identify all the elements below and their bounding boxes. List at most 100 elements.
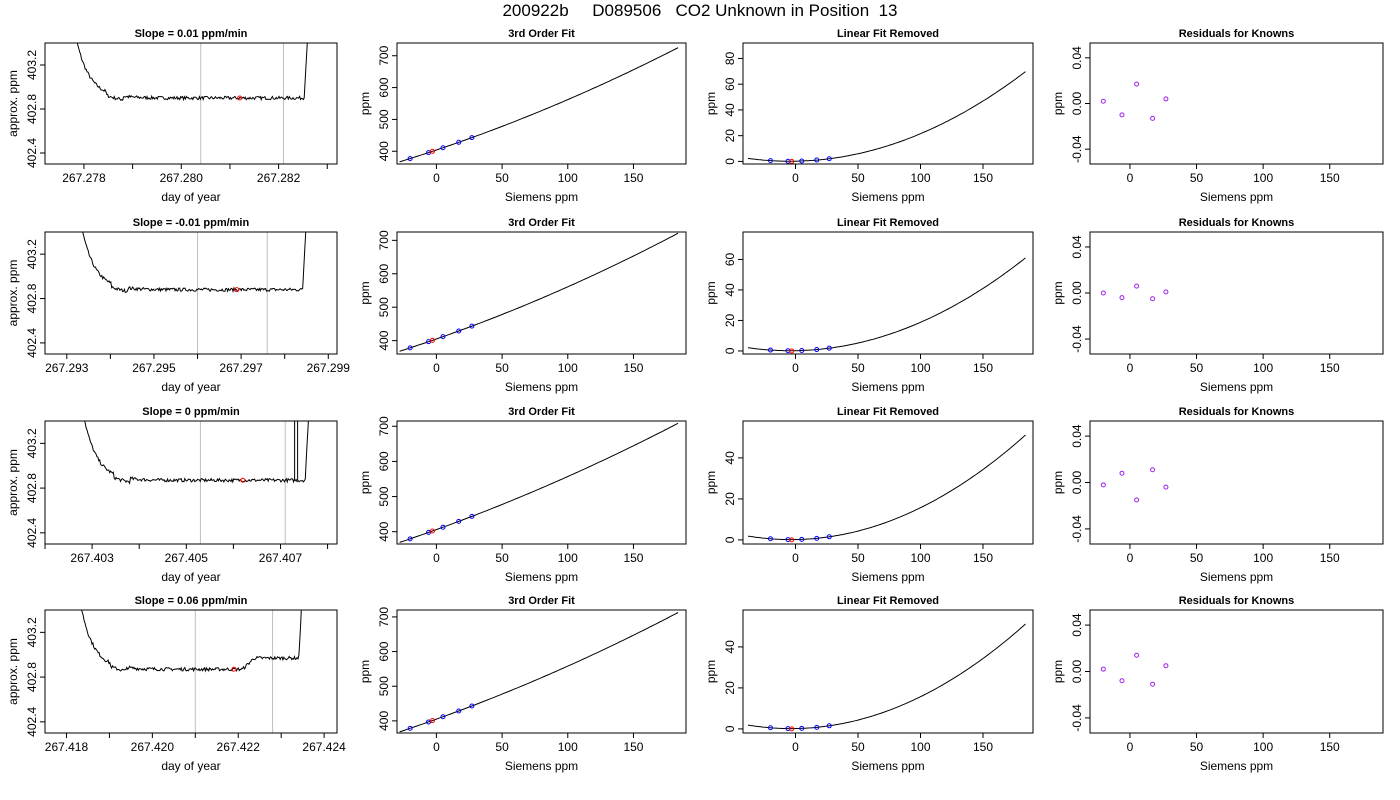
- known-point: [768, 536, 773, 542]
- known-point: [768, 725, 773, 731]
- y-axis-label: approx. ppm: [6, 638, 20, 705]
- y-tick-label: 0.00: [1070, 281, 1084, 305]
- y-tick-label: 0.04: [1070, 235, 1084, 259]
- x-tick-label: 267.280: [160, 171, 204, 185]
- y-tick-label: 0: [723, 725, 737, 732]
- y-tick-label: 500: [377, 676, 391, 696]
- y-axis-label: approx. ppm: [6, 449, 20, 516]
- y-tick-label: 40: [723, 103, 737, 117]
- residual-point: [1100, 98, 1106, 104]
- known-point: [799, 347, 805, 353]
- x-tick-label: 100: [910, 171, 930, 185]
- y-tick-label: 40: [723, 451, 737, 465]
- residual-point: [1134, 283, 1140, 289]
- known-point: [407, 725, 413, 731]
- x-tick-label: 50: [851, 171, 865, 185]
- y-tick-label: 20: [723, 681, 737, 695]
- panel-residuals-row3: Residuals for Knowns 0 50 100 150 -0.04 0.00 0.…: [1051, 406, 1384, 584]
- y-tick-label: 403.2: [25, 617, 39, 647]
- panel-title: Slope = 0 ppm/min: [142, 406, 240, 418]
- y-tick-label: 700: [377, 416, 391, 436]
- y-tick-label: 500: [377, 297, 391, 317]
- residual-point: [1163, 663, 1169, 669]
- known-point: [456, 139, 462, 145]
- y-tick-label: 500: [377, 486, 391, 506]
- y-axis-label: ppm: [1051, 471, 1065, 494]
- panel-title: Residuals for Knowns: [1179, 28, 1295, 40]
- y-tick-label: 700: [377, 230, 391, 250]
- residual-point: [1134, 497, 1140, 503]
- panel-linear_removed-row2: Linear Fit Removed 0 50 100 150 0 20 40 60 Siemen…: [704, 217, 1034, 394]
- panel-title: 3rd Order Fit: [508, 217, 575, 229]
- y-tick-label: 600: [377, 451, 391, 471]
- residual-point: [1119, 295, 1125, 301]
- x-tick-label: 267.422: [217, 740, 261, 754]
- x-axis-label: Siemens ppm: [851, 190, 924, 204]
- x-tick-label: 150: [1320, 740, 1340, 754]
- y-tick-label: 700: [377, 45, 391, 65]
- known-point: [469, 323, 475, 329]
- residual-point: [1119, 112, 1125, 118]
- known-point: [768, 158, 773, 164]
- y-tick-label: 402.4: [25, 706, 39, 736]
- plot-frame: [396, 420, 687, 545]
- x-tick-label: 150: [973, 551, 993, 565]
- panel-trace-row4: Slope = 0.06 ppm/min 267.418 267.420 267.42…: [6, 595, 346, 773]
- x-tick-label: 50: [1190, 361, 1204, 375]
- known-point: [826, 345, 832, 351]
- known-point: [469, 135, 475, 141]
- plot-area: [82, 232, 307, 354]
- plot-area: [399, 422, 679, 543]
- x-tick-label: 267.299: [307, 361, 351, 375]
- y-tick-label: 0: [723, 536, 737, 543]
- x-tick-label: 0: [433, 740, 440, 754]
- x-tick-label: 150: [1320, 551, 1340, 565]
- x-axis-label: Siemens ppm: [505, 759, 578, 773]
- x-tick-label: 50: [495, 171, 509, 185]
- x-axis-label: Siemens ppm: [505, 380, 578, 394]
- x-axis-label: Siemens ppm: [1200, 380, 1273, 394]
- y-tick-label: 402.8: [25, 473, 39, 503]
- known-point: [826, 723, 832, 729]
- known-point: [826, 534, 832, 540]
- known-point: [768, 347, 773, 353]
- x-tick-label: 267.407: [259, 551, 303, 565]
- unknown-point: [789, 348, 795, 354]
- known-point: [456, 708, 462, 714]
- residual-point: [1163, 484, 1169, 490]
- x-tick-label: 267.282: [257, 171, 301, 185]
- y-axis-label: ppm: [358, 660, 372, 683]
- x-tick-label: 267.405: [165, 551, 209, 565]
- plot-frame: [44, 420, 338, 545]
- plot-frame: [742, 609, 1034, 734]
- residual-point: [1119, 678, 1125, 684]
- plot-area: [1100, 81, 1169, 121]
- x-tick-label: 50: [495, 551, 509, 565]
- y-tick-label: 400: [377, 711, 391, 731]
- y-tick-label: -0.04: [1070, 325, 1084, 353]
- trace-line: [84, 421, 309, 485]
- unknown-point: [789, 537, 795, 543]
- panel-trace-row2: Slope = -0.01 ppm/min 267.293 267.295 267.2…: [6, 217, 351, 394]
- x-tick-label: 150: [623, 551, 643, 565]
- x-tick-label: 100: [910, 361, 930, 375]
- x-tick-label: 0: [1127, 171, 1134, 185]
- known-point: [407, 156, 413, 162]
- y-axis-label: ppm: [358, 92, 372, 115]
- y-tick-label: 20: [723, 129, 737, 143]
- x-tick-label: 50: [495, 740, 509, 754]
- plot-frame: [396, 42, 687, 165]
- plot-frame: [742, 42, 1034, 165]
- x-tick-label: 0: [433, 551, 440, 565]
- residual-point: [1150, 681, 1156, 687]
- panel-title: Linear Fit Removed: [837, 28, 939, 40]
- unknown-point: [789, 158, 795, 164]
- y-tick-label: 600: [377, 263, 391, 283]
- panel-fit-row4: 3rd Order Fit 0 50 100 150 400 500 600 700 Siemen…: [358, 595, 687, 773]
- x-axis-label: Siemens ppm: [1200, 190, 1273, 204]
- x-tick-label: 267.293: [45, 361, 89, 375]
- x-tick-label: 50: [851, 361, 865, 375]
- y-tick-label: 0: [723, 158, 737, 165]
- y-tick-label: 700: [377, 607, 391, 627]
- plot-frame: [1089, 420, 1384, 545]
